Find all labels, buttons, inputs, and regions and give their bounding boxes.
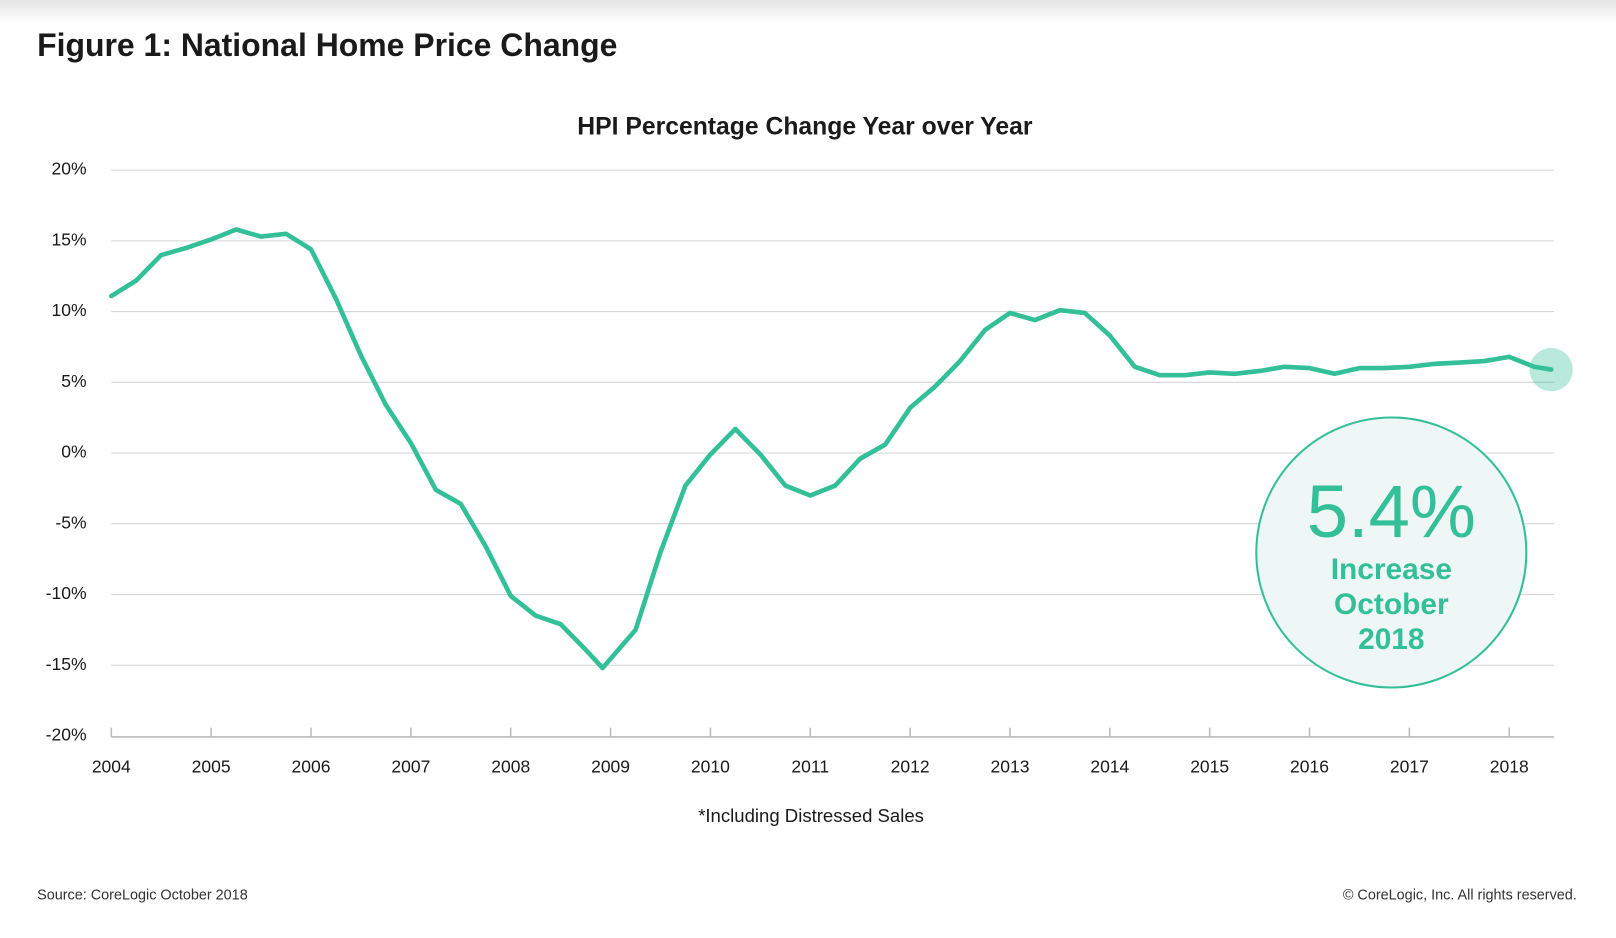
plot-area: -20% -15% -10% -5% 0% 5% 10% 15% 20% 2004 2005 2006…	[46, 159, 1573, 777]
top-shade	[0, 0, 1616, 23]
chart-title: Figure 1: National Home Price Change	[37, 27, 617, 63]
latest-point-highlight	[1529, 347, 1573, 392]
y-tick-label: 0%	[61, 442, 86, 462]
annotation-value: 5.4%	[1307, 470, 1476, 553]
x-tick-label: 2004	[92, 757, 131, 777]
y-tick-label: 20%	[52, 159, 87, 179]
annotation-line: 2018	[1358, 623, 1424, 656]
x-tick-label: 2015	[1190, 757, 1229, 777]
x-tick-label: 2012	[891, 757, 930, 777]
source: Source: CoreLogic October 2018	[37, 887, 248, 903]
x-tick-label: 2008	[491, 757, 530, 777]
chart-subtitle: HPI Percentage Change Year over Year	[577, 113, 1033, 140]
y-tick-label: -5%	[55, 512, 86, 532]
x-tick-label: 2005	[192, 757, 231, 777]
y-tick-label: -10%	[46, 583, 87, 603]
x-tick-label: 2014	[1090, 757, 1129, 777]
hpi-line	[108, 227, 1554, 671]
y-tick-label: 15%	[52, 229, 87, 249]
y-tick-label: 5%	[61, 371, 86, 391]
copyright: © CoreLogic, Inc. All rights reserved.	[1343, 887, 1577, 903]
x-tick-label: 2018	[1490, 757, 1529, 777]
x-tick-label: 2007	[391, 757, 430, 777]
footnote: *Including Distressed Sales	[698, 805, 924, 826]
annotation-circle	[1255, 416, 1528, 689]
y-tick-label: -20%	[46, 725, 87, 745]
x-tick-label: 2016	[1290, 757, 1329, 777]
y-tick-label: -15%	[46, 654, 87, 674]
x-tick-label: 2006	[292, 757, 331, 777]
x-tick-label: 2017	[1390, 757, 1429, 777]
annotation-line: October	[1334, 588, 1449, 621]
x-tick-label: 2009	[591, 757, 630, 777]
x-tick-label: 2013	[990, 757, 1029, 777]
x-tick-label: 2010	[691, 757, 730, 777]
y-tick-label: 10%	[52, 300, 87, 320]
annotation-line: Increase	[1331, 553, 1452, 586]
x-tick-label: 2011	[791, 757, 829, 777]
